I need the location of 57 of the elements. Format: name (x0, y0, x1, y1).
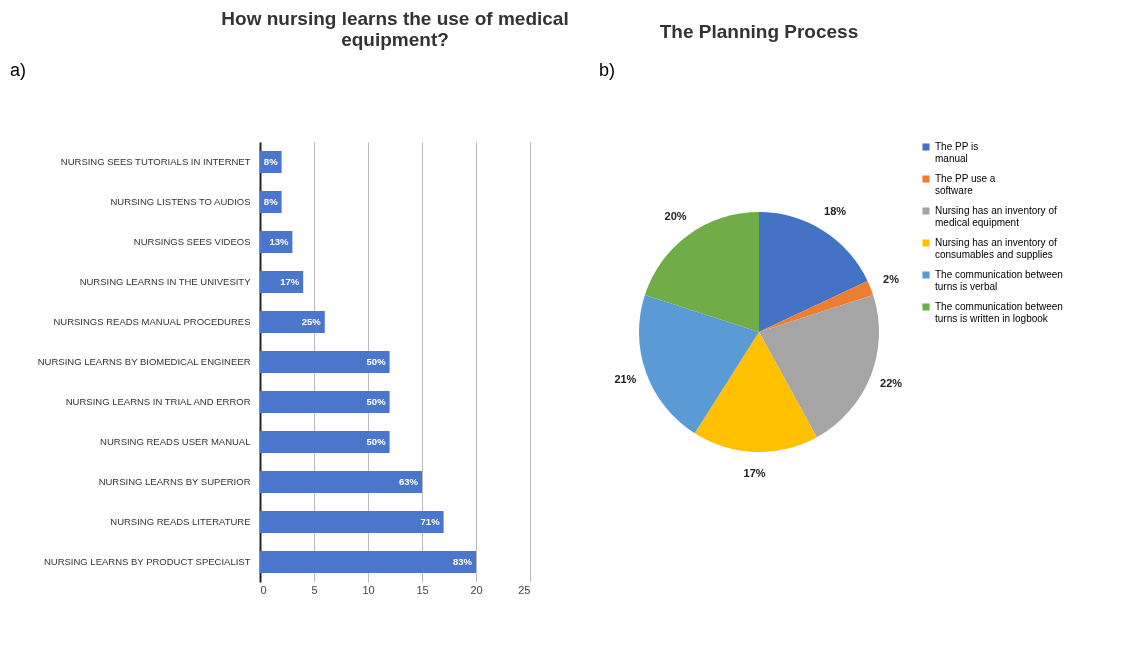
data-label: 22% (880, 377, 903, 390)
x-tick-label: 10 (362, 583, 375, 596)
x-tick-label: 20 (470, 583, 483, 596)
bar (260, 311, 325, 333)
annotation: 50% (366, 396, 387, 407)
pie-slice (759, 280, 874, 332)
pie-slice (644, 212, 759, 332)
y-tick-label: NURSING SEES TUTORIALS IN INTERNET (60, 156, 251, 167)
text: b) (599, 60, 616, 80)
x-tick-label: 15 (416, 583, 429, 596)
pie-slice (759, 294, 879, 438)
pie-slice (694, 332, 817, 452)
bar (260, 511, 444, 533)
legend-label: Nursing has an inventory of consumables and supplies (935, 237, 1057, 260)
annotation: 13% (269, 236, 289, 247)
y-tick-label: NURSINGS SEES VIDEOS (133, 236, 251, 247)
x-tick-label: 5 (311, 583, 318, 596)
annotation: 25% (301, 316, 322, 327)
text: a) (10, 60, 27, 80)
y-tick-label: NURSING READS USER MANUAL (100, 436, 251, 447)
annotation: 71% (420, 516, 441, 527)
y-tick-label: NURSING LEARNS BY PRODUCT SPECIALIST (43, 556, 251, 567)
y-tick-label: NURSING LEARNS IN TRIAL AND ERROR (65, 396, 251, 407)
chart-title: The Planning Process (659, 21, 859, 42)
annotation: 8% (263, 196, 279, 207)
bar (260, 351, 390, 373)
annotation: 50% (366, 436, 387, 447)
y-tick-label: NURSING LISTENS TO AUDIOS (110, 196, 251, 207)
data-label: 20% (664, 210, 687, 223)
x-tick-label: 25 (518, 583, 531, 596)
chart-title: How nursing learns the use of medical equipment? (221, 8, 569, 50)
y-tick-label: NURSING READS LITERATURE (110, 516, 251, 527)
y-tick-label: NURSING LEARNS BY SUPERIOR (98, 476, 251, 487)
annotation: 83% (452, 556, 473, 567)
bar (260, 431, 390, 453)
bar (260, 391, 390, 413)
legend-label: The PP use a software (935, 173, 996, 196)
data-label: 2% (883, 272, 900, 285)
data-label: 18% (824, 205, 847, 218)
data-label: 17% (743, 466, 766, 479)
x-tick-label: 0 (260, 583, 267, 596)
y-tick-label: NURSINGS READS MANUAL PROCEDURES (53, 316, 251, 327)
annotation: 17% (280, 276, 300, 287)
bar (260, 271, 304, 293)
legend-label: The communication between turns is verbal (935, 269, 1063, 292)
legend-label: The PP is manual (935, 141, 979, 164)
y-tick-label: NURSING LEARNS IN THE UNIVESITY (79, 276, 252, 287)
annotation: 63% (398, 476, 419, 487)
bar (260, 471, 422, 493)
legend-label: Nursing has an inventory of medical equipment (935, 205, 1057, 228)
legend-label: The communication between turns is written in logbook (935, 301, 1063, 324)
pie-slice (639, 294, 759, 434)
annotation: 50% (366, 356, 387, 367)
bar (260, 551, 476, 573)
annotation: 8% (263, 156, 279, 167)
y-tick-label: NURSING LEARNS BY BIOMEDICAL ENGINEER (37, 356, 251, 367)
data-label: 21% (614, 373, 637, 386)
